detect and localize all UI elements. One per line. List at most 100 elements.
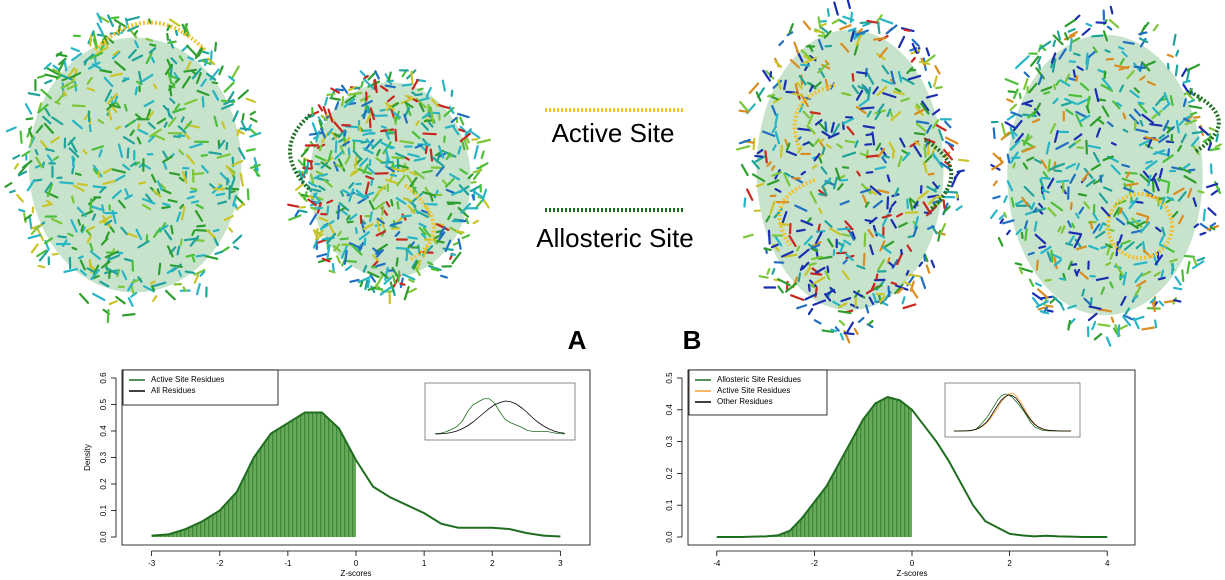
residue bbox=[298, 169, 305, 184]
residue bbox=[819, 25, 829, 34]
residue bbox=[103, 167, 113, 175]
residue bbox=[1172, 286, 1183, 291]
protein bbox=[4, 12, 262, 324]
residue bbox=[785, 150, 798, 157]
residue bbox=[878, 17, 894, 25]
residue bbox=[813, 319, 822, 325]
residue bbox=[1174, 64, 1179, 77]
residue bbox=[69, 140, 78, 153]
residue bbox=[1153, 271, 1161, 277]
residue bbox=[1119, 58, 1125, 66]
residue bbox=[804, 293, 818, 301]
residue bbox=[1183, 175, 1197, 184]
residue bbox=[906, 66, 914, 75]
residue bbox=[71, 167, 75, 175]
residue bbox=[395, 257, 399, 267]
residue bbox=[36, 158, 43, 168]
residue bbox=[748, 82, 760, 95]
residue bbox=[818, 193, 826, 197]
residue bbox=[189, 190, 197, 194]
residue bbox=[113, 174, 126, 183]
residue bbox=[391, 102, 400, 108]
residue bbox=[813, 152, 821, 162]
residue bbox=[366, 105, 371, 114]
residue bbox=[1009, 126, 1015, 140]
residue bbox=[92, 264, 100, 276]
residue bbox=[890, 70, 896, 85]
residue bbox=[892, 90, 905, 96]
residue bbox=[334, 101, 340, 111]
residue bbox=[841, 151, 857, 158]
residue bbox=[1006, 113, 1016, 121]
residue bbox=[1119, 207, 1123, 214]
residue bbox=[407, 204, 416, 215]
residue bbox=[914, 105, 924, 117]
residue bbox=[777, 278, 791, 287]
residue bbox=[469, 130, 481, 139]
residue bbox=[802, 141, 810, 146]
residue bbox=[343, 249, 348, 265]
residue bbox=[184, 270, 195, 275]
residue bbox=[841, 269, 850, 281]
residue bbox=[96, 22, 105, 37]
residue bbox=[855, 89, 864, 101]
residue bbox=[1162, 102, 1171, 111]
residue bbox=[236, 128, 241, 137]
residue bbox=[171, 82, 176, 89]
residue bbox=[435, 165, 445, 177]
residue bbox=[368, 117, 372, 129]
residue bbox=[153, 227, 162, 238]
residue bbox=[214, 41, 218, 52]
residue bbox=[336, 255, 342, 264]
residue bbox=[1151, 299, 1157, 313]
residue bbox=[858, 97, 870, 107]
residue bbox=[414, 144, 423, 149]
residue bbox=[408, 278, 415, 283]
residue bbox=[1147, 174, 1152, 187]
residue bbox=[441, 179, 448, 186]
residue bbox=[777, 285, 784, 294]
residue bbox=[918, 60, 931, 66]
residue bbox=[1092, 46, 1098, 54]
residue bbox=[1027, 111, 1036, 119]
residue bbox=[796, 304, 808, 310]
residue bbox=[407, 236, 419, 240]
residue bbox=[56, 53, 68, 58]
residue bbox=[1031, 296, 1040, 307]
residue bbox=[1158, 300, 1165, 307]
residue bbox=[1018, 266, 1024, 275]
residue bbox=[908, 198, 914, 211]
residue bbox=[178, 270, 182, 278]
residue bbox=[348, 213, 358, 221]
residue bbox=[166, 58, 172, 68]
residue bbox=[1172, 33, 1177, 46]
residue bbox=[376, 219, 381, 232]
residue bbox=[1182, 83, 1191, 96]
residue bbox=[1071, 222, 1076, 229]
residue bbox=[338, 202, 350, 212]
residue bbox=[411, 259, 418, 269]
residue bbox=[1121, 163, 1131, 168]
residue bbox=[1118, 234, 1123, 244]
residue bbox=[164, 63, 173, 76]
residue bbox=[839, 178, 849, 182]
residue bbox=[831, 18, 840, 25]
residue bbox=[1181, 269, 1185, 282]
residue bbox=[1007, 90, 1016, 94]
residue bbox=[401, 83, 413, 87]
residue bbox=[4, 182, 13, 188]
residue bbox=[1075, 113, 1083, 128]
residue bbox=[992, 152, 1004, 164]
residue bbox=[86, 87, 96, 92]
residue bbox=[810, 272, 823, 276]
residue bbox=[1120, 295, 1127, 307]
residue bbox=[70, 195, 75, 204]
residue bbox=[88, 124, 92, 133]
residue bbox=[179, 238, 183, 246]
residue bbox=[97, 118, 105, 124]
residue bbox=[1069, 202, 1073, 211]
residue bbox=[335, 88, 344, 92]
residue bbox=[888, 261, 895, 268]
residue bbox=[843, 239, 852, 246]
residue bbox=[915, 120, 930, 125]
